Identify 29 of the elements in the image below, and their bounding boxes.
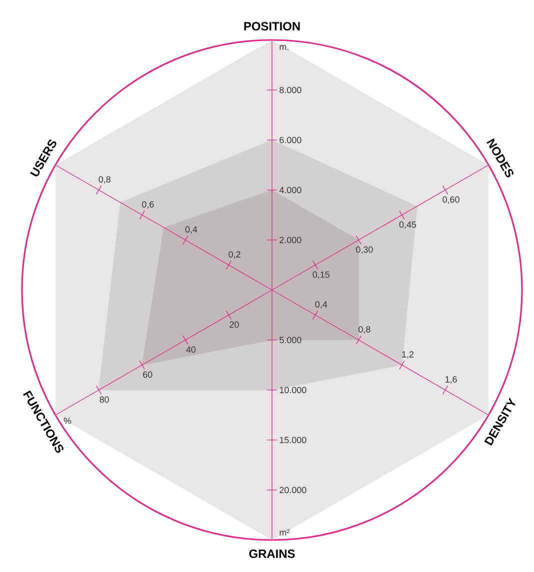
- text: 0,6: [142, 201, 154, 209]
- text: 20.000: [280, 486, 306, 494]
- text: m²: [280, 529, 290, 536]
- text: 10.000: [280, 386, 306, 394]
- text: 0,15: [312, 271, 330, 279]
- text: 0,30: [356, 246, 373, 254]
- text: 4.000: [279, 186, 302, 194]
- spoke-label: POSITION: [244, 22, 300, 30]
- text: 20: [230, 321, 239, 328]
- text: 6.000: [280, 136, 302, 144]
- text: 0,4: [185, 226, 198, 234]
- text: 40: [186, 346, 196, 353]
- text: 2.000: [280, 236, 302, 244]
- text: 0,8: [358, 326, 370, 334]
- text: 1,6: [445, 376, 457, 384]
- text: 0,60: [442, 196, 460, 204]
- text: 8.000: [280, 86, 302, 94]
- text: 0,4: [315, 301, 328, 309]
- text: 1,2: [402, 351, 414, 359]
- text: 0,2: [228, 251, 240, 259]
- text: 15.000: [280, 436, 306, 444]
- text: %: [64, 418, 72, 424]
- spoke-label: GRAINS: [249, 550, 295, 558]
- text: 0,45: [399, 221, 416, 229]
- text: 80: [100, 396, 109, 403]
- text: 60: [143, 371, 152, 378]
- text: 5.000: [280, 336, 302, 344]
- text: m.: [280, 45, 288, 50]
- text: 0,8: [98, 176, 110, 184]
